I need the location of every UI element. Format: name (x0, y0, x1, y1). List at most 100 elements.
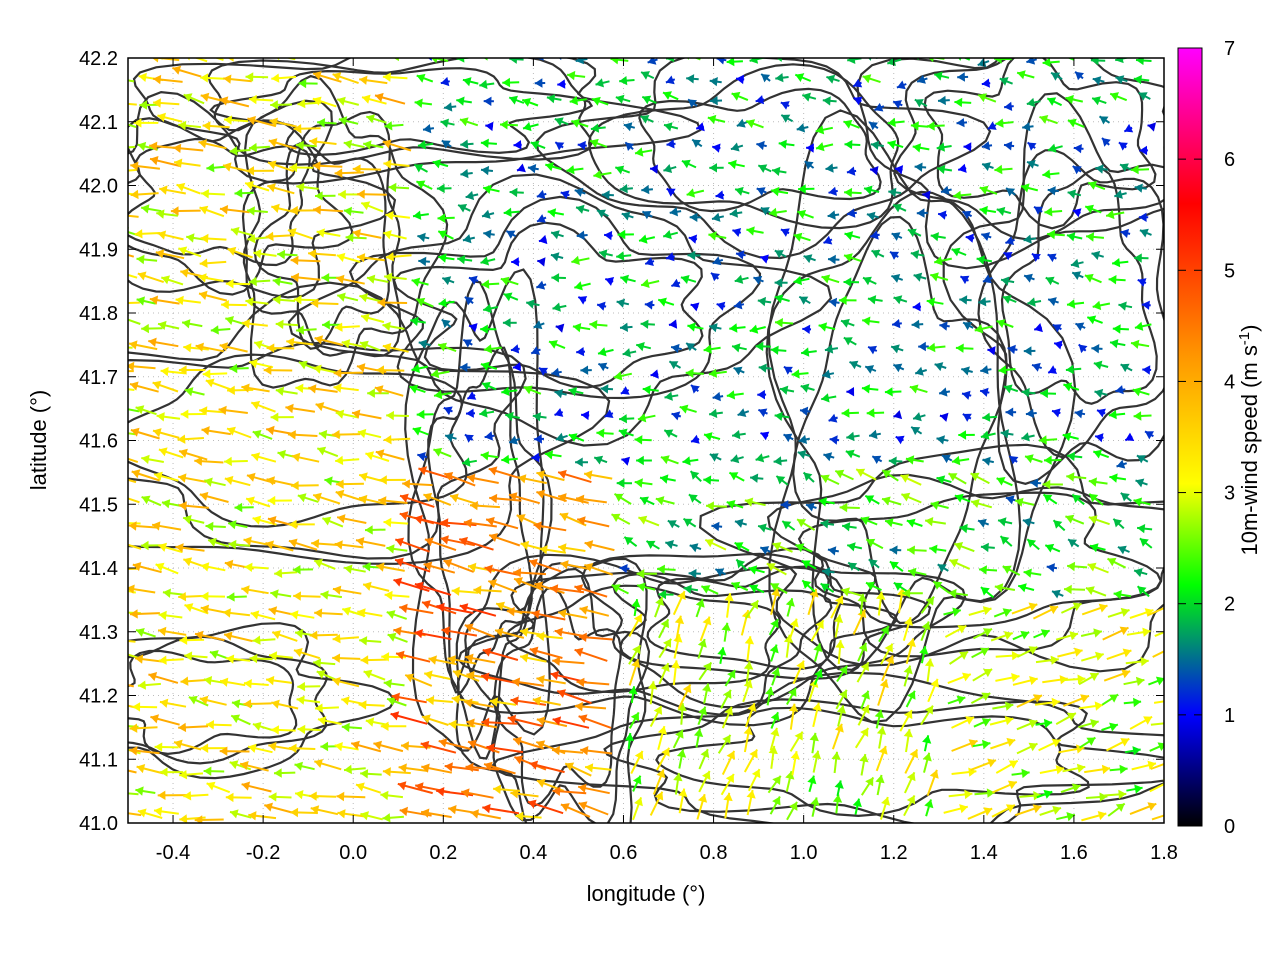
wind-vector-head (1086, 737, 1096, 746)
wind-vector-head (1107, 557, 1117, 567)
wind-vector-head (356, 363, 366, 373)
wind-vector-head (334, 322, 343, 332)
wind-vector-head (847, 58, 856, 64)
wind-vector-head (129, 340, 138, 350)
wind-vector-head (1042, 58, 1051, 68)
wind-vector-head (1052, 408, 1061, 418)
wind-vector-head (1147, 760, 1156, 770)
wind-vector-head (503, 292, 513, 302)
wind-vector-head (155, 562, 165, 572)
wind-vector-head (637, 413, 647, 423)
wind-vector-head (918, 341, 926, 352)
wind-vector-head (963, 322, 973, 331)
wind-vector-head (948, 473, 958, 482)
wind-vector-head (847, 542, 856, 552)
wind-vector-head (841, 408, 850, 418)
wind-vector-head (344, 764, 352, 775)
wind-vector-head (1072, 166, 1082, 175)
wind-vector-head (516, 514, 526, 523)
wind-vector-head (338, 189, 346, 200)
wind-vector-head (195, 630, 204, 640)
wind-vector-head (464, 623, 474, 633)
wind-vector-head (1027, 539, 1037, 548)
wind-vector-head (934, 71, 943, 81)
wind-vector-shaft (128, 432, 136, 436)
wind-vector-head (682, 456, 691, 466)
wind-vector-head (506, 230, 516, 239)
wind-vector-head (246, 47, 255, 56)
wind-vector-head (384, 590, 393, 601)
wind-vector-head (688, 568, 697, 579)
wind-vector-head (709, 323, 718, 333)
wind-vector-head (227, 385, 235, 395)
wind-vector-head (903, 729, 913, 738)
terrain-contour (923, 58, 1157, 230)
wind-vector-head (414, 98, 423, 108)
wind-vector-head (600, 384, 609, 394)
wind-vector-head (755, 341, 764, 352)
wind-vector-head (1021, 768, 1030, 779)
wind-vector-head (925, 596, 934, 606)
wind-vector-head (332, 585, 342, 595)
wind-vector-head (160, 366, 169, 377)
wind-vector-head (200, 233, 209, 244)
wind-vector-head (513, 568, 522, 578)
wind-vector-head (941, 454, 951, 464)
wind-vector-head (894, 165, 904, 175)
wind-vector-head (241, 585, 250, 595)
wind-vector-head (1052, 324, 1062, 333)
x-tick-label: 0.0 (339, 842, 367, 864)
wind-vector-head (1118, 789, 1127, 800)
wind-vector-head (430, 369, 440, 379)
wind-vector-head (1017, 70, 1026, 80)
wind-vector-head (1075, 71, 1084, 81)
wind-vector-head (774, 294, 784, 304)
wind-vector-head (118, 608, 126, 617)
wind-vector-head (205, 378, 215, 388)
wind-vector-head (250, 610, 260, 620)
wind-vector-head (1088, 515, 1098, 525)
wind-vector-head (253, 249, 262, 259)
wind-vector-head (183, 343, 192, 353)
wind-vector-head (590, 138, 599, 148)
wind-vector-head (509, 95, 518, 105)
wind-vector-head (154, 471, 163, 481)
wind-vector-head (926, 121, 935, 131)
wind-vector-head (270, 589, 279, 599)
wind-vector-head (418, 256, 427, 267)
wind-vector-head (410, 316, 419, 326)
terrain-contour (505, 584, 782, 694)
wind-vector-head (333, 383, 342, 393)
wind-vector-head (248, 743, 257, 753)
wind-vector-head (1122, 648, 1132, 658)
wind-vector-shaft (600, 50, 614, 57)
wind-vector-head (888, 187, 897, 198)
wind-vector-head (823, 235, 833, 245)
wind-vector-head (677, 591, 686, 600)
wind-vector-head (834, 595, 844, 605)
wind-vector-head (756, 140, 765, 151)
wind-vector-head (874, 102, 884, 112)
wind-vector-head (711, 272, 720, 282)
wind-vector-head (1051, 72, 1061, 81)
wind-vector-head (539, 545, 548, 555)
wind-vector-head (863, 276, 872, 286)
wind-vector-head (322, 320, 330, 330)
wind-vector-head (481, 381, 491, 391)
terrain-contour (128, 281, 611, 565)
wind-vector-head (789, 801, 798, 811)
y-tick-label: 41.5 (79, 494, 118, 516)
wind-vector-shaft (293, 52, 315, 55)
wind-vector-head (731, 91, 741, 101)
wind-vector-head (598, 347, 607, 357)
wind-vector-head (660, 474, 669, 484)
wind-vector-shaft (128, 684, 135, 688)
wind-vector-head (488, 579, 498, 589)
wind-vector-head (448, 719, 457, 730)
wind-vector-head (441, 140, 451, 149)
wind-vector-head (506, 606, 515, 617)
wind-vector-head (248, 276, 257, 287)
wind-vector-head (438, 738, 448, 748)
wind-vector-head (136, 628, 145, 637)
wind-vector-head (978, 93, 987, 103)
